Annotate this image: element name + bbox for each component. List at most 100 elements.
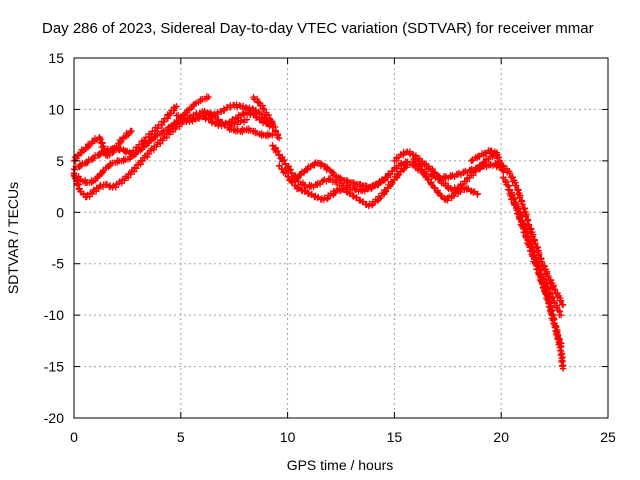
y-tick-label: -20	[44, 410, 64, 426]
marker-trail	[167, 125, 179, 135]
data-point	[173, 103, 180, 110]
series-track-8	[250, 93, 283, 142]
marker-trail	[545, 298, 558, 327]
marker-trail	[544, 272, 557, 292]
marker-trail	[219, 119, 230, 129]
marker-trail	[246, 104, 256, 114]
marker-trail	[372, 193, 384, 204]
marker-trail	[122, 170, 134, 181]
marker-trail	[116, 176, 128, 187]
plot-frame	[73, 57, 609, 419]
marker-trail	[161, 130, 173, 141]
marker-trail	[353, 194, 364, 204]
series-track-10	[275, 161, 411, 210]
data-point	[404, 161, 411, 169]
marker-trail	[71, 150, 82, 164]
data-point	[474, 190, 481, 197]
marker-trail	[175, 112, 185, 122]
marker-trail	[252, 106, 262, 117]
data-point	[559, 365, 567, 372]
marker-trail	[90, 184, 102, 195]
marker-trail	[148, 142, 160, 154]
series-track-7	[224, 124, 276, 140]
plot-area	[70, 93, 567, 372]
series-track-1	[70, 127, 135, 165]
x-tick-label: 0	[70, 429, 78, 445]
data-point	[275, 135, 283, 142]
x-tick-label: 15	[387, 429, 403, 445]
marker-trail	[135, 144, 146, 155]
marker-trail	[160, 111, 173, 126]
marker-trail	[201, 108, 211, 118]
chart-title: Day 286 of 2023, Sidereal Day-to-day VTE…	[42, 20, 594, 37]
marker-trail	[258, 116, 268, 127]
marker-trail	[233, 101, 243, 111]
marker-trail	[84, 189, 96, 200]
data-point	[269, 130, 276, 138]
marker-trail	[141, 138, 153, 150]
series-track-13	[410, 155, 481, 204]
marker-trail	[90, 173, 101, 184]
marker-trail	[354, 181, 364, 190]
x-axis-title: GPS time / hours	[287, 457, 394, 473]
marker-trail	[239, 109, 249, 119]
marker-trail	[167, 103, 179, 118]
marker-trail	[519, 201, 532, 228]
marker-trail	[239, 102, 250, 113]
data-point	[384, 174, 392, 181]
data-point	[327, 167, 334, 175]
data-point	[559, 301, 567, 309]
x-tick-label: 20	[493, 429, 509, 445]
marker-trail	[513, 206, 526, 229]
y-tick-label: 10	[48, 101, 64, 117]
marker-trail	[391, 162, 403, 172]
x-tick-label: 5	[177, 429, 185, 445]
marker-trail	[179, 107, 191, 119]
marker-trail	[430, 184, 441, 196]
marker-trail	[90, 151, 103, 162]
marker-trail	[340, 185, 351, 196]
x-tick-label: 25	[600, 429, 616, 445]
marker-trail	[411, 157, 422, 169]
data-point	[205, 93, 212, 101]
marker-trail	[116, 155, 127, 165]
series-track-15	[493, 162, 567, 309]
data-point	[295, 185, 302, 192]
marker-trail	[424, 176, 435, 188]
marker-trail	[398, 162, 410, 174]
y-axis: 15 10 5 0 -5 -10 -15 -20	[44, 50, 608, 426]
marker-trail	[147, 132, 159, 144]
y-tick-label: 0	[56, 204, 64, 220]
y-tick-label: -5	[52, 256, 65, 272]
marker-trail	[526, 243, 539, 266]
y-tick-label: 15	[48, 50, 64, 66]
marker-trail	[557, 297, 566, 308]
x-tick-label: 10	[280, 429, 296, 445]
series-track-11	[288, 159, 392, 192]
marker-trail	[399, 148, 410, 159]
marker-trail	[532, 262, 545, 285]
marker-trail	[250, 95, 262, 106]
marker-trail	[451, 184, 461, 194]
series-track-18	[538, 275, 567, 372]
y-tick-label: -15	[44, 359, 64, 375]
y-axis-title: SDTVAR / TECUs	[5, 182, 21, 294]
data-point	[128, 127, 135, 135]
marker-trail	[154, 136, 166, 147]
marker-trail	[116, 134, 127, 147]
marker-trail	[187, 115, 198, 125]
marker-trail	[520, 225, 532, 248]
data-point	[243, 116, 251, 123]
marker-trail	[128, 149, 140, 160]
marker-trail	[84, 156, 96, 166]
marker-trail	[207, 116, 217, 127]
data-point	[307, 191, 315, 198]
marker-trail	[385, 167, 396, 178]
marker-trail	[103, 160, 114, 171]
marker-trail	[347, 190, 357, 200]
marker-trail	[269, 123, 282, 141]
data-point	[557, 311, 565, 319]
marker-trail	[551, 322, 565, 354]
